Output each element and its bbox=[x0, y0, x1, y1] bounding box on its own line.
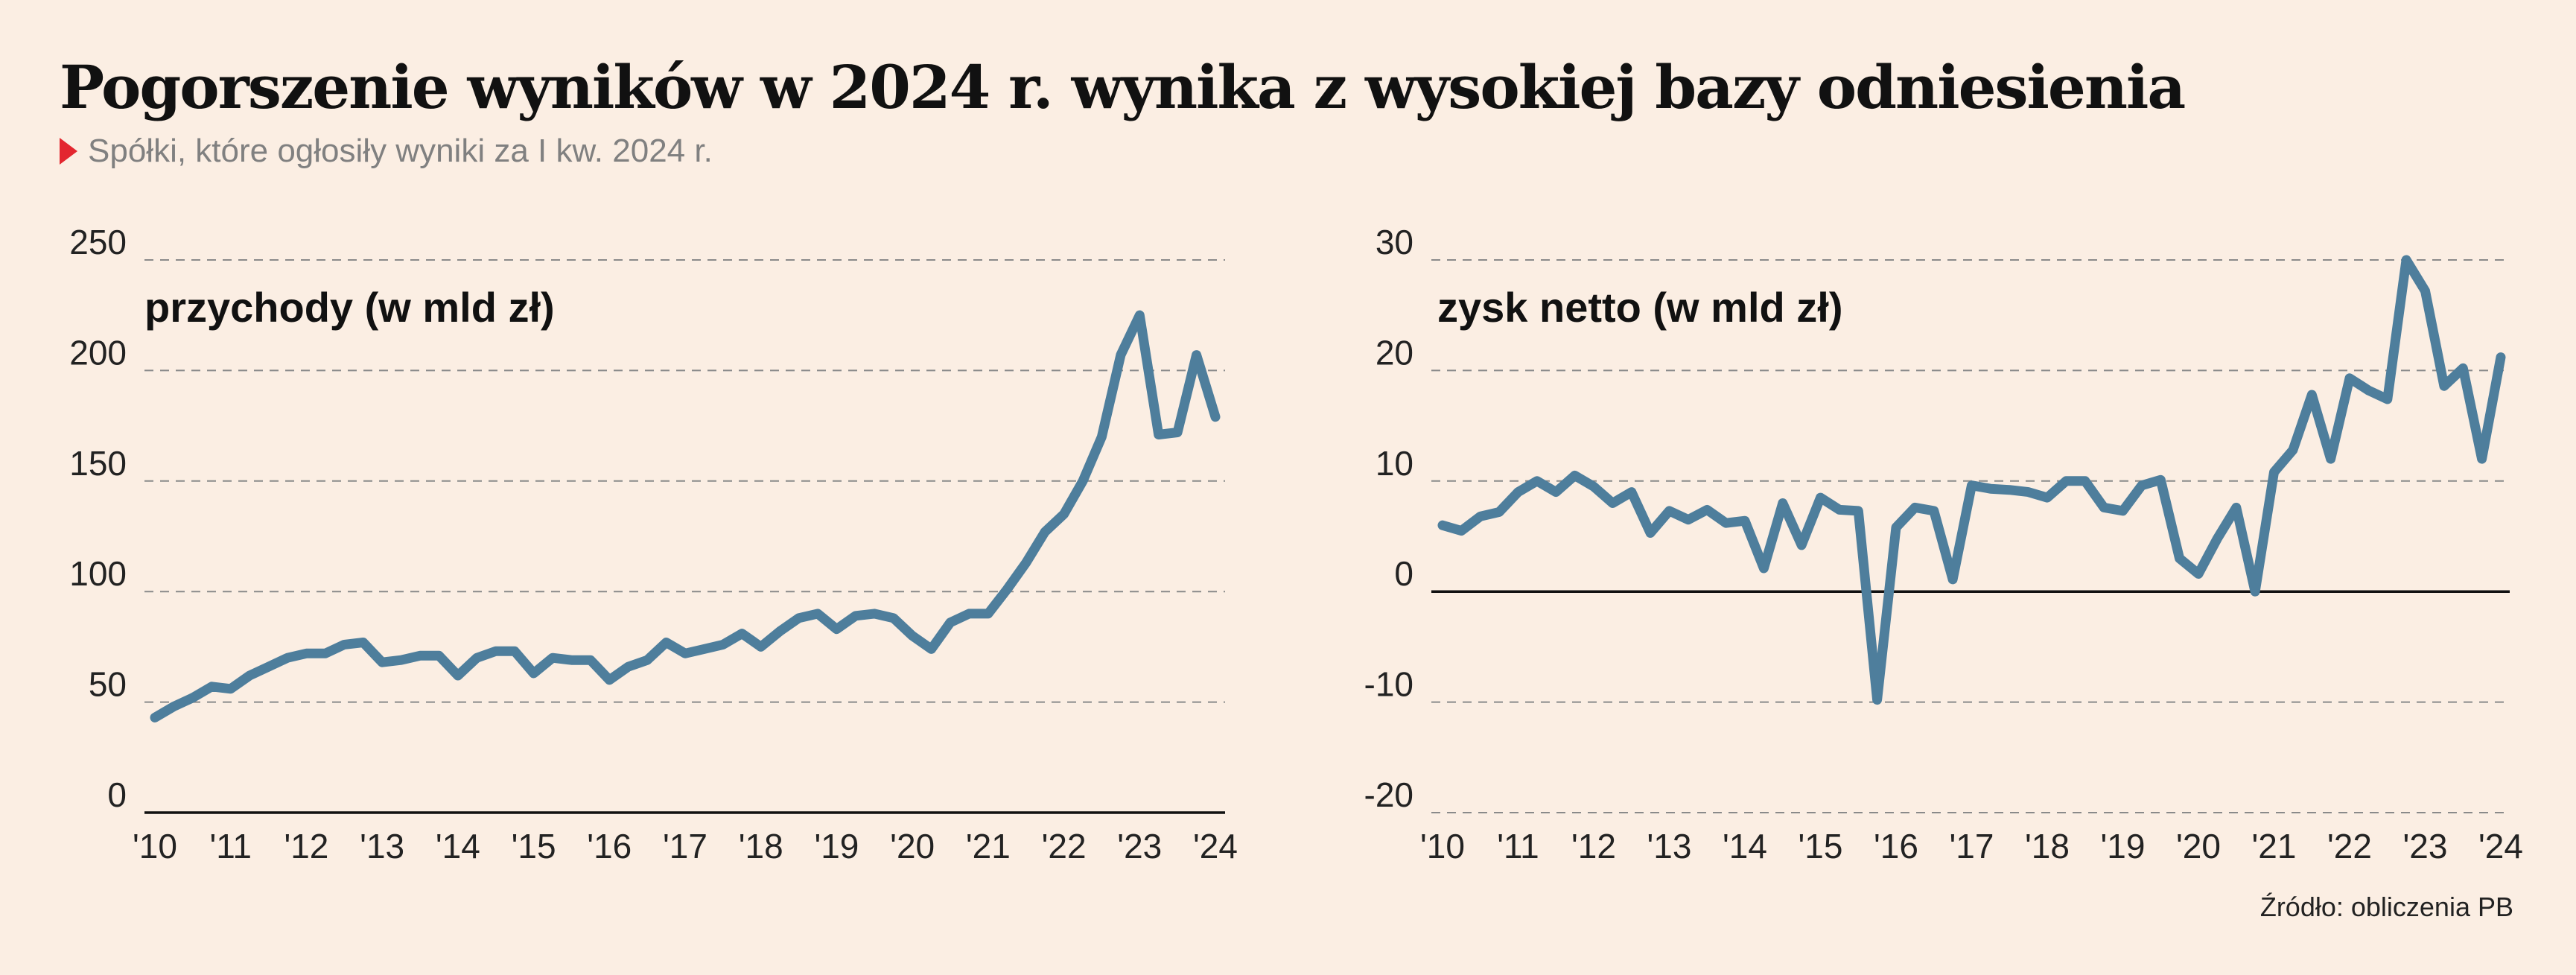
x-tick-label: '17 bbox=[1950, 827, 1994, 866]
y-tick-label: 0 bbox=[107, 775, 127, 814]
x-tick-label: '20 bbox=[890, 827, 935, 866]
series-line bbox=[1437, 255, 2506, 705]
x-tick-label: '15 bbox=[512, 827, 556, 866]
x-tick-label: '15 bbox=[1799, 827, 1843, 866]
y-tick-label: 150 bbox=[69, 444, 127, 483]
x-tick-label: '14 bbox=[436, 827, 480, 866]
y-tick-label: 30 bbox=[1376, 223, 1413, 261]
y-tick-label: -20 bbox=[1364, 775, 1413, 814]
x-tick-label: '10 bbox=[1420, 827, 1465, 866]
x-tick-label: '18 bbox=[2025, 827, 2070, 866]
x-tick-label: '10 bbox=[133, 827, 177, 866]
x-tick-label: '24 bbox=[2478, 827, 2523, 866]
panel-title: przychody (w mld zł) bbox=[144, 284, 555, 331]
x-tick-label: '21 bbox=[966, 827, 1011, 866]
x-tick-label: '17 bbox=[663, 827, 707, 866]
y-tick-label: 250 bbox=[69, 223, 127, 261]
y-tick-label: 100 bbox=[69, 554, 127, 593]
chart-subtitle: Spółki, które ogłosiły wyniki za I kw. 2… bbox=[60, 133, 713, 170]
x-tick-label: '12 bbox=[1571, 827, 1616, 866]
x-tick-label: '24 bbox=[1193, 827, 1238, 866]
x-tick-label: '11 bbox=[1497, 827, 1539, 866]
x-tick-label: '23 bbox=[2403, 827, 2448, 866]
panel-title: zysk netto (w mld zł) bbox=[1437, 284, 1843, 331]
triangle-marker-icon bbox=[60, 138, 77, 165]
x-tick-label: '18 bbox=[739, 827, 783, 866]
chart-title: Pogorszenie wyników w 2024 r. wynika z w… bbox=[60, 52, 2186, 122]
x-tick-label: '14 bbox=[1723, 827, 1767, 866]
x-tick-label: '12 bbox=[284, 827, 328, 866]
x-tick-label: '21 bbox=[2252, 827, 2297, 866]
x-tick-label: '16 bbox=[1874, 827, 1918, 866]
x-tick-label: '19 bbox=[814, 827, 859, 866]
source-note: Źródło: obliczenia PB bbox=[2259, 892, 2513, 922]
x-tick-label: '20 bbox=[2176, 827, 2221, 866]
x-tick-label: '13 bbox=[1647, 827, 1692, 866]
x-tick-label: '13 bbox=[360, 827, 404, 866]
subtitle-text: Spółki, które ogłosiły wyniki za I kw. 2… bbox=[88, 133, 713, 169]
y-tick-label: 10 bbox=[1376, 444, 1413, 483]
x-tick-label: '16 bbox=[587, 827, 632, 866]
x-tick-label: '11 bbox=[209, 827, 252, 866]
series-line bbox=[150, 310, 1221, 722]
y-tick-label: -10 bbox=[1364, 665, 1413, 704]
x-tick-label: '19 bbox=[2101, 827, 2146, 866]
x-tick-label: '22 bbox=[2327, 827, 2372, 866]
y-tick-label: 50 bbox=[89, 665, 127, 704]
x-tick-label: '23 bbox=[1117, 827, 1162, 866]
y-tick-label: 200 bbox=[69, 333, 127, 372]
y-tick-label: 20 bbox=[1376, 333, 1413, 372]
x-tick-label: '22 bbox=[1042, 827, 1087, 866]
y-tick-label: 0 bbox=[1394, 554, 1413, 593]
